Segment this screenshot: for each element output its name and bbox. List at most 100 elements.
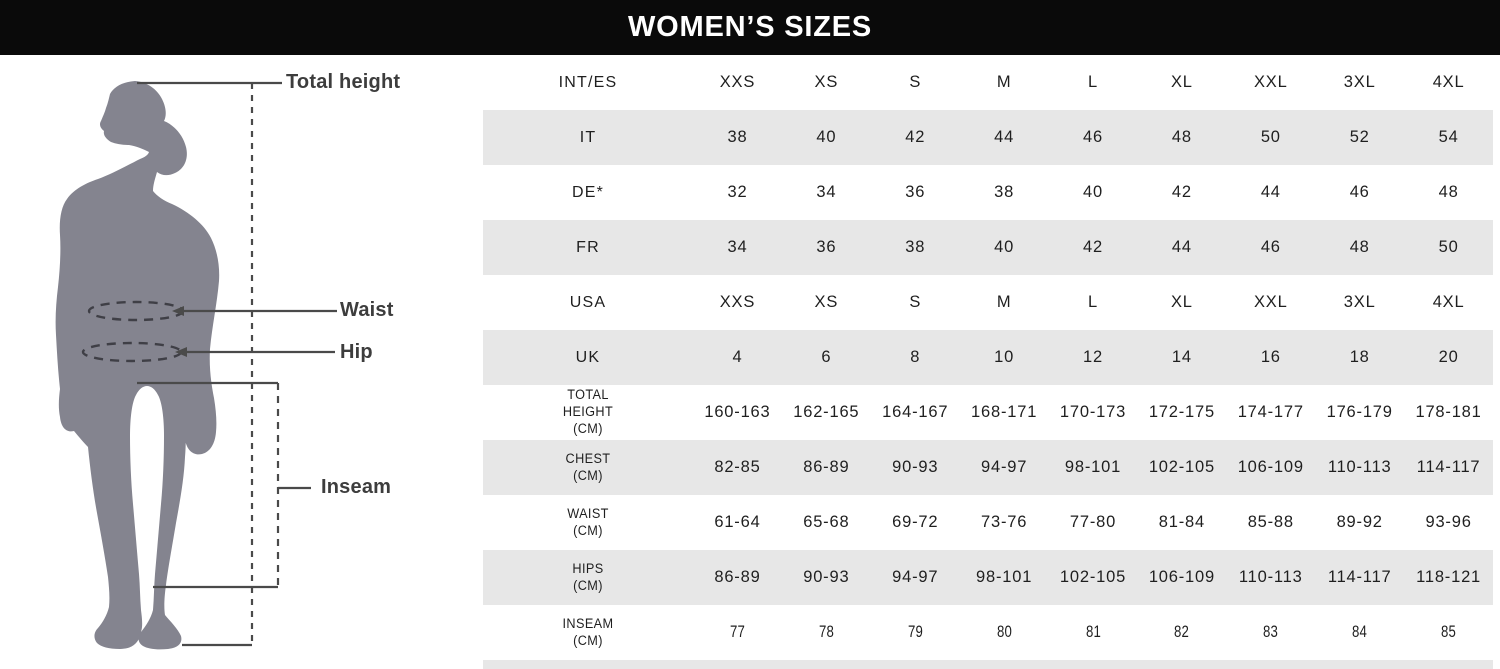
size-cell: 46 [1349, 183, 1370, 201]
size-cell: 94-97 [892, 568, 939, 586]
size-cell: 82 [1174, 623, 1190, 641]
size-cell: L [1088, 293, 1098, 311]
table-row: DE* 32 34 36 38 40 42 44 46 48 [483, 165, 1493, 220]
size-cell: 82-85 [714, 458, 761, 476]
size-cell: M [996, 293, 1012, 311]
hip-label: Hip [340, 341, 373, 363]
size-cell: 48 [1349, 238, 1370, 256]
size-cell: 38 [994, 183, 1015, 201]
size-cell: 81-84 [1158, 513, 1205, 531]
row-label: USA [569, 293, 607, 311]
size-cell: 48 [1438, 183, 1459, 201]
size-cell: 4XL [1432, 73, 1465, 91]
measurement-diagram: Total height Waist Hip Inseam [0, 55, 483, 669]
size-cell: 89-92 [1336, 513, 1383, 531]
size-cell: 3XL [1343, 73, 1376, 91]
row-label: FR [576, 238, 600, 256]
size-cell: 42 [1171, 183, 1192, 201]
size-cell: 50 [1260, 128, 1281, 146]
size-cell: XXS [719, 293, 756, 311]
row-label: CHEST (CM) [565, 450, 611, 483]
size-cell: XS [814, 293, 839, 311]
row-label: INSEAM (CM) [562, 615, 614, 648]
size-cell: 44 [1171, 238, 1192, 256]
size-cell: S [909, 293, 922, 311]
size-cell: 3XL [1343, 293, 1376, 311]
size-cell: 178-181 [1415, 403, 1482, 421]
size-cell: XL [1171, 293, 1193, 311]
size-cell: 38 [727, 128, 748, 146]
size-cell: 73-76 [981, 513, 1028, 531]
size-cell: 44 [1260, 183, 1281, 201]
size-cell: 36 [905, 183, 926, 201]
row-label: WAIST (CM) [567, 505, 609, 538]
table-row: FR 34 36 38 40 42 44 46 48 50 [483, 220, 1493, 275]
size-cell: 78 [818, 623, 834, 641]
size-cell: L [1088, 73, 1098, 91]
size-cell: 77 [729, 623, 745, 641]
table-row: TOTAL HEIGHT (CM) 160-163 162-165 164-167 16… [483, 385, 1493, 440]
table-row: INSEAM (CM) 77 78 79 80 81 82 83 84 85 [483, 605, 1493, 660]
size-cell: 110-113 [1238, 568, 1303, 586]
size-cell: 79 [907, 623, 923, 641]
size-cell: 4 [732, 348, 743, 366]
size-cell: 81 [1085, 623, 1101, 641]
size-cell: 42 [905, 128, 926, 146]
size-cell: 168-171 [971, 403, 1038, 421]
size-cell: 54 [1438, 128, 1459, 146]
size-table: INT/ES XXS XS S M L XL XXL 3XL 4XL IT 38 40 42 44 46 48 5… [483, 55, 1493, 669]
diagram-graphic [55, 81, 337, 650]
size-cell: 32 [727, 183, 748, 201]
size-cell: 114-117 [1327, 568, 1392, 586]
size-cell: XL [1171, 73, 1193, 91]
size-cell: 50 [1438, 238, 1459, 256]
size-cell: S [909, 73, 922, 91]
size-cell: 174-177 [1237, 403, 1304, 421]
row-label: IT [579, 128, 597, 146]
size-cell: 164-167 [882, 403, 949, 421]
size-cell: 86-89 [714, 568, 761, 586]
size-cell: 52 [1349, 128, 1370, 146]
size-cell: 84 [1352, 623, 1368, 641]
size-cell: 10 [994, 348, 1015, 366]
size-cell: 20 [1438, 348, 1459, 366]
size-cell: 90-93 [892, 458, 939, 476]
size-cell: 176-179 [1326, 403, 1393, 421]
inseam-label: Inseam [321, 476, 392, 498]
size-cell: 162-165 [793, 403, 860, 421]
size-cell: 4XL [1432, 293, 1465, 311]
size-cell: XS [814, 73, 839, 91]
table-row-partial [483, 660, 1493, 669]
table-row: USA XXS XS S M L XL XXL 3XL 4XL [483, 275, 1493, 330]
size-cell: 61-64 [714, 513, 761, 531]
size-cell: 160-163 [704, 403, 771, 421]
size-cell: 85-88 [1247, 513, 1294, 531]
table-row: UK 4 6 8 10 12 14 16 18 20 [483, 330, 1493, 385]
size-cell: 90-93 [803, 568, 850, 586]
table-row: HIPS (CM) 86-89 90-93 94-97 98-101 102-105 106… [483, 550, 1493, 605]
size-cell: 110-113 [1327, 458, 1392, 476]
size-cell: 98-101 [976, 568, 1033, 586]
size-cell: 46 [1083, 128, 1103, 146]
table-row: WAIST (CM) 61-64 65-68 69-72 73-76 77-80 81-84… [483, 495, 1493, 550]
size-cell: 44 [994, 128, 1015, 146]
size-cell: M [996, 73, 1012, 91]
size-cell: 170-173 [1059, 403, 1127, 421]
size-cell: 98-101 [1064, 458, 1122, 476]
row-label: DE* [571, 183, 605, 201]
size-cell: 80 [996, 623, 1012, 641]
size-cell: 34 [727, 238, 748, 256]
size-cell: 102-105 [1148, 458, 1215, 476]
size-cell: 8 [910, 348, 921, 366]
size-cell: 69-72 [892, 513, 939, 531]
size-cell: 48 [1171, 128, 1192, 146]
size-cell: 102-105 [1059, 568, 1127, 586]
size-cell: 40 [994, 238, 1015, 256]
size-cell: 42 [1083, 238, 1103, 256]
size-cell: 106-109 [1148, 568, 1215, 586]
size-cell: 38 [905, 238, 926, 256]
size-cell: 114-117 [1416, 458, 1481, 476]
total-height-label: Total height [286, 71, 401, 93]
table-row: IT 38 40 42 44 46 48 50 52 54 [483, 110, 1493, 165]
